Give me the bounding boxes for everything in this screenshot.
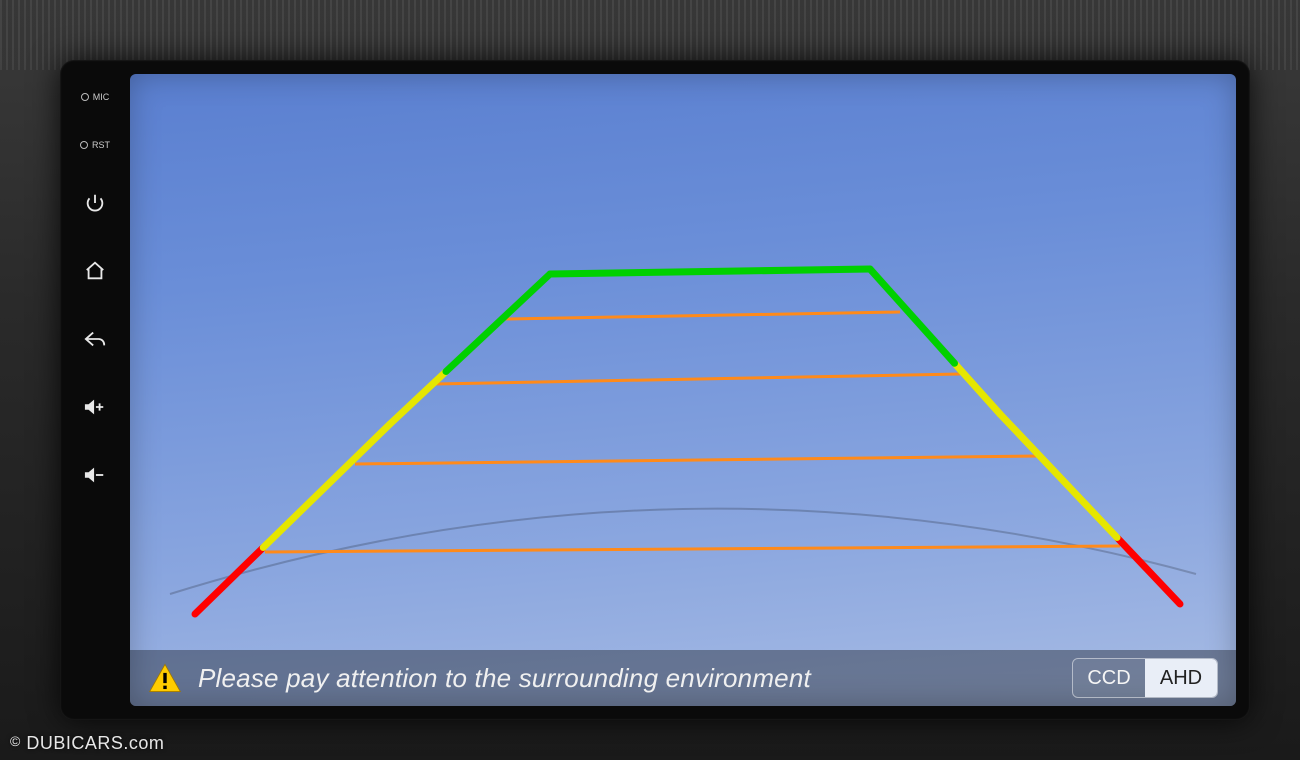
head-unit-device: MIC RST [60, 60, 1250, 720]
warning-triangle-icon [148, 661, 182, 695]
hardware-button-column: MIC RST [60, 60, 130, 720]
home-icon [84, 260, 106, 282]
reset-pinhole-icon [80, 141, 88, 149]
power-icon [84, 192, 106, 214]
power-button[interactable] [75, 186, 115, 220]
volume-down-icon [82, 464, 108, 486]
mic-text: MIC [93, 92, 110, 102]
bottom-warning-bar: Please pay attention to the surrounding … [130, 650, 1236, 706]
warning-text: Please pay attention to the surrounding … [198, 663, 1056, 694]
mic-pinhole-icon [81, 93, 89, 101]
back-icon [82, 328, 108, 350]
reverse-camera-view [130, 74, 1236, 706]
home-button[interactable] [75, 254, 115, 288]
volume-up-icon [82, 396, 108, 418]
volume-up-button[interactable] [75, 390, 115, 424]
touchscreen[interactable]: Please pay attention to the surrounding … [130, 74, 1236, 706]
watermark: © DUBICARS.com [10, 733, 164, 754]
mic-label: MIC [81, 90, 110, 104]
rst-label: RST [80, 138, 110, 152]
screen-bezel: Please pay attention to the surrounding … [130, 60, 1250, 720]
parking-guide-overlay [130, 74, 1236, 706]
rst-text: RST [92, 140, 110, 150]
photo-background: MIC RST [0, 0, 1300, 760]
watermark-text: DUBICARS.com [26, 733, 164, 753]
camera-mode-toggle: CCD AHD [1072, 658, 1218, 698]
ahd-mode-option[interactable]: AHD [1145, 659, 1217, 697]
ccd-mode-option[interactable]: CCD [1073, 659, 1145, 697]
back-button[interactable] [75, 322, 115, 356]
volume-down-button[interactable] [75, 458, 115, 492]
